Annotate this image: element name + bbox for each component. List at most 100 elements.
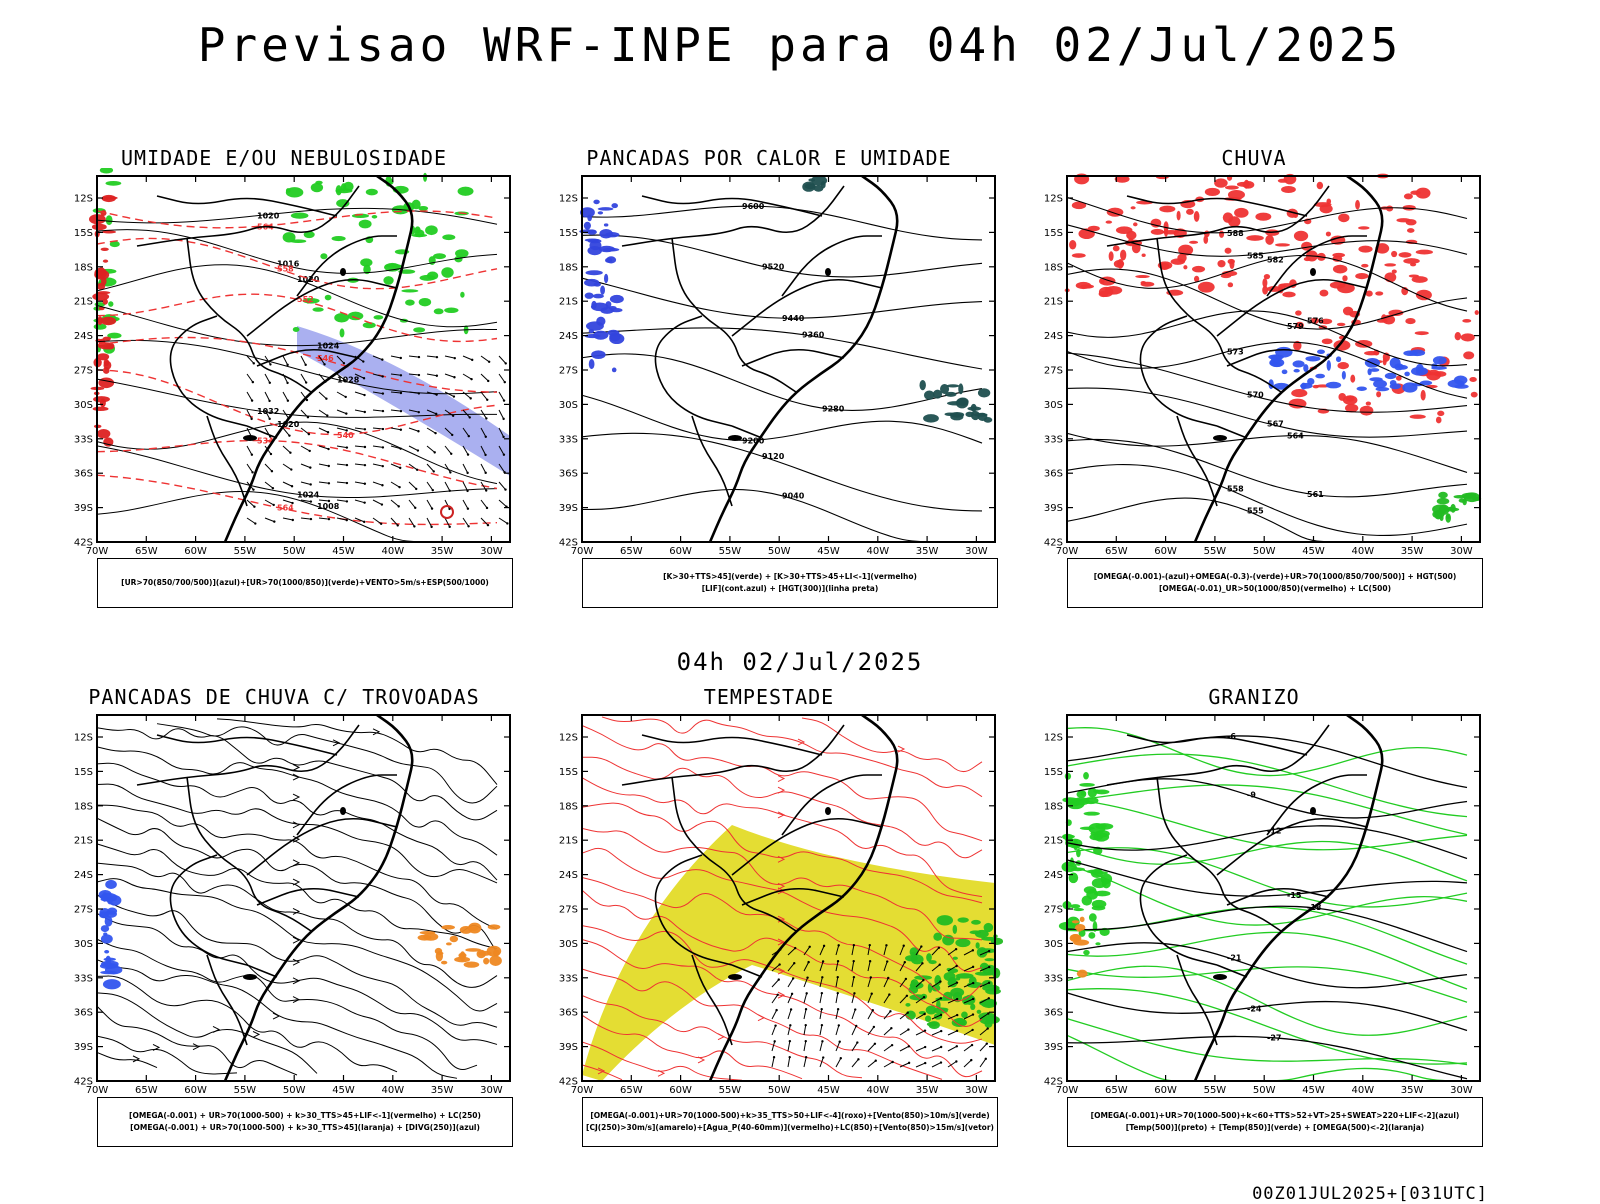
rain-blue-cell [1373,379,1387,389]
wind-vector [300,499,311,503]
wind-vector [867,945,871,956]
contour-label: 576 [1307,317,1324,326]
rain-red-cell [1255,212,1272,221]
instability-dark-cell [940,384,950,394]
wind-vector [390,427,401,431]
lon-label: 45W [1302,1085,1325,1096]
wind-vector [480,373,489,382]
wind-arrowhead [956,1013,959,1017]
wind-arrowhead [939,1045,943,1049]
wind-vector [899,1029,909,1036]
run-time-label: 00Z01JUL2025+[031UTC] [1252,1184,1488,1204]
rain-red-cell [1228,216,1241,228]
omega-orange-cell [1071,920,1080,924]
wind-arrowhead [820,1007,823,1011]
lat-label: 18S [559,801,578,812]
wind-arrowhead [417,373,421,377]
humidity-green-cell [460,291,465,298]
wind-vector [282,481,293,487]
map-plot: -6-9-12-15-18-21-24-2712S15S18S21S24S27S… [1044,713,1481,1096]
rain-red-cell [1150,218,1162,228]
lon-label: 35W [431,546,454,557]
wind-vector [426,355,437,358]
hgt500-contours-line [1066,341,1468,399]
wind850-green-cell [933,932,943,941]
legend-line: [OMEGA(-0.001)-(azul)+OMEGA(-0.3)-(verde… [1093,572,1457,581]
wind-vector [390,409,401,412]
lake-shape [1310,807,1316,815]
rain-red-south-cell [1342,395,1358,405]
streamline [96,746,498,856]
wind-vector [264,499,274,506]
wind-vector [408,355,419,358]
wind-arrowhead [471,358,474,362]
wind-vector [426,481,434,491]
wind-vector [819,977,823,988]
lif-blue-cell [598,245,615,253]
rain-red-cell [1133,222,1138,227]
temp850-dense-cell [1090,868,1104,878]
lake-shape [340,268,346,276]
wind-arrowhead [291,501,294,505]
rain-green-cell [1463,492,1481,503]
lon-label: 60W [669,546,692,557]
lif-blue-cell [587,245,603,256]
contour-label: 555 [1247,507,1264,516]
wind-vector [979,997,990,1004]
wind-vector [803,1041,807,1052]
lat-label: 36S [74,1008,93,1019]
lif-blue-cell [597,207,614,211]
wind-vector [408,517,415,527]
wind-vector [408,499,416,509]
temp850-dense-cell [1083,811,1100,816]
panel-title: UMIDADE E/OU NEBULOSIDADE [120,146,448,170]
border-line [621,724,845,786]
wind850-green-cell [983,922,994,933]
wind-arrowhead [268,381,272,384]
streamline-arrow [292,835,301,843]
wind-vector [835,961,839,972]
rain-red-cell [1197,281,1215,293]
wind-vector [883,945,887,956]
wind-arrowhead [822,1056,825,1059]
wind-arrowhead [487,360,491,363]
map-frame-bg [97,715,510,1081]
lon-label: 30W [480,546,503,557]
streamline [216,718,498,785]
wind-vector [300,481,311,485]
wind-vector [300,355,307,366]
lat-label: 21S [1044,836,1063,847]
temp850-green-line [1066,727,1468,777]
lat-label: 24S [74,870,93,881]
wind-arrowhead [820,1023,824,1027]
wind-vector [963,1044,973,1052]
wind-vector [282,355,289,366]
andes-red-cell [103,360,112,370]
wind-vector [408,481,417,490]
humidity-green-cell [383,276,394,285]
thickness-lines-line [96,474,498,526]
rain-red-south-cell [1291,388,1308,398]
border-line [731,278,883,337]
wind850-green-cell [976,1009,982,1014]
temp850-dense-cell [1081,895,1093,906]
map-base [582,176,995,542]
temp850-dense-cell [1061,861,1077,873]
wind-vector [354,463,365,466]
thunderstorm-orange-cell [445,942,452,946]
border-line [1216,425,1248,439]
wind850-green-cell [964,994,976,1006]
wind-arrowhead [504,362,507,365]
wind-vector [372,427,383,430]
thunderstorm-orange-cell [463,961,480,968]
wind850-green-cell [971,919,981,925]
wind-vector [899,995,908,1004]
wind-arrowhead [250,399,254,402]
wind-arrowhead [773,1040,776,1043]
wind-arrowhead [290,468,293,471]
streamline [96,878,498,1012]
rain-red-cell [1224,247,1232,254]
wind-vector [498,427,505,438]
wind-vector [354,427,365,430]
